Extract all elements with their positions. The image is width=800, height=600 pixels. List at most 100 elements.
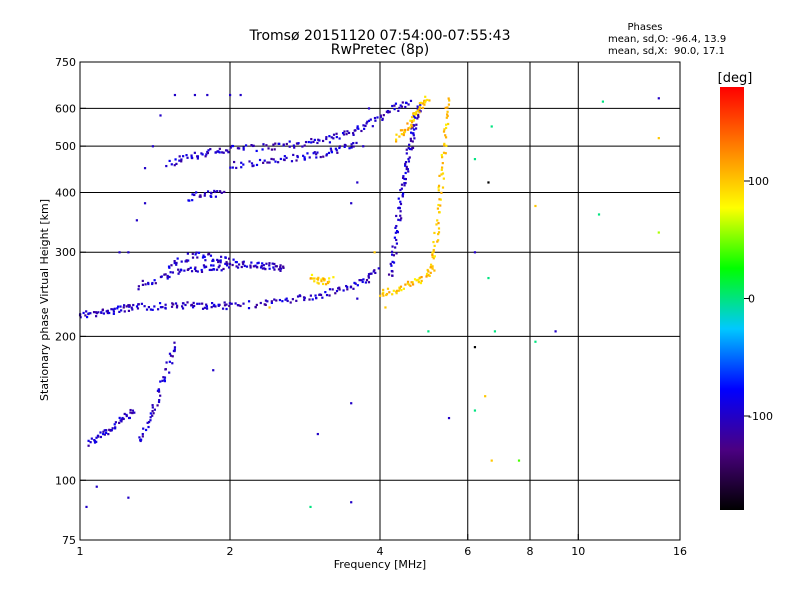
data-point — [429, 263, 433, 266]
data-point — [175, 162, 178, 166]
data-point — [95, 436, 98, 439]
data-point — [261, 267, 264, 270]
data-point — [447, 122, 450, 126]
data-point — [128, 416, 131, 420]
data-point — [415, 112, 418, 116]
data-point — [493, 330, 497, 333]
data-point — [445, 116, 448, 119]
data-point — [174, 158, 177, 161]
data-point — [401, 129, 404, 132]
data-point — [356, 297, 359, 300]
data-point — [341, 131, 345, 135]
data-point — [270, 157, 273, 161]
data-point — [401, 195, 404, 198]
data-point — [118, 310, 121, 313]
data-point — [346, 288, 349, 291]
data-point — [374, 119, 377, 122]
data-point — [373, 116, 377, 120]
data-point — [210, 306, 213, 309]
data-point — [399, 202, 403, 206]
data-point — [125, 413, 128, 417]
data-point — [289, 301, 292, 304]
data-point — [191, 193, 194, 196]
data-point — [193, 93, 197, 97]
data-point — [395, 133, 398, 136]
data-point — [232, 258, 235, 261]
data-point — [121, 416, 124, 420]
data-point — [106, 310, 109, 313]
data-point — [236, 266, 240, 269]
data-point — [400, 183, 404, 186]
data-point — [406, 280, 410, 283]
data-point — [100, 311, 103, 314]
data-point — [118, 416, 121, 420]
data-point — [400, 105, 404, 108]
data-point — [234, 260, 237, 264]
data-point — [254, 264, 257, 267]
data-point — [367, 276, 370, 279]
data-point — [218, 147, 221, 150]
data-point — [225, 149, 228, 152]
data-point — [400, 217, 403, 220]
x-tick-label: 10 — [571, 545, 585, 558]
data-point — [419, 110, 422, 113]
data-point — [437, 184, 441, 187]
data-point — [395, 289, 399, 292]
data-point — [316, 151, 319, 154]
data-point — [203, 255, 206, 259]
data-point — [438, 174, 441, 177]
data-point — [397, 218, 400, 221]
data-point — [316, 432, 319, 436]
data-point — [270, 300, 273, 303]
data-point — [119, 305, 122, 308]
data-point — [388, 110, 391, 114]
data-point — [173, 93, 177, 97]
data-point — [164, 307, 167, 310]
data-point — [418, 277, 421, 280]
y-axis-label: Stationary phase Virtual Height [km] — [38, 199, 51, 401]
data-point — [425, 275, 428, 278]
data-point — [218, 264, 221, 267]
data-point — [90, 437, 93, 440]
data-point — [379, 294, 382, 297]
data-point — [309, 505, 312, 509]
data-point — [444, 106, 447, 109]
data-point — [444, 126, 448, 130]
data-point — [85, 315, 89, 319]
data-point — [411, 140, 414, 143]
data-point — [169, 354, 173, 357]
data-point — [349, 285, 353, 288]
data-point — [367, 119, 371, 122]
data-point — [279, 266, 282, 269]
data-point — [145, 308, 149, 311]
data-point — [212, 259, 215, 262]
data-point — [209, 148, 212, 151]
data-point — [391, 104, 394, 108]
data-point — [377, 267, 380, 270]
data-point — [169, 271, 172, 274]
data-point — [264, 299, 268, 302]
data-point — [382, 294, 385, 297]
data-point — [102, 312, 105, 315]
data-point — [381, 292, 384, 295]
data-point — [181, 302, 185, 305]
data-point — [433, 231, 436, 235]
data-point — [406, 282, 409, 285]
data-point — [192, 301, 195, 305]
data-point — [407, 157, 410, 161]
data-point — [149, 412, 152, 415]
data-point — [317, 276, 320, 279]
data-point — [244, 144, 248, 147]
data-point — [335, 135, 338, 139]
stats-line-o: mean, sd,O: -96.4, 13.9 — [608, 34, 726, 45]
data-point — [286, 299, 289, 303]
data-point — [404, 161, 408, 164]
data-point — [122, 304, 126, 307]
data-point — [443, 144, 446, 147]
data-point — [404, 171, 407, 175]
data-point — [95, 485, 98, 488]
data-point — [173, 346, 177, 349]
data-point — [384, 306, 387, 309]
data-point — [356, 125, 359, 128]
data-point — [441, 186, 445, 189]
